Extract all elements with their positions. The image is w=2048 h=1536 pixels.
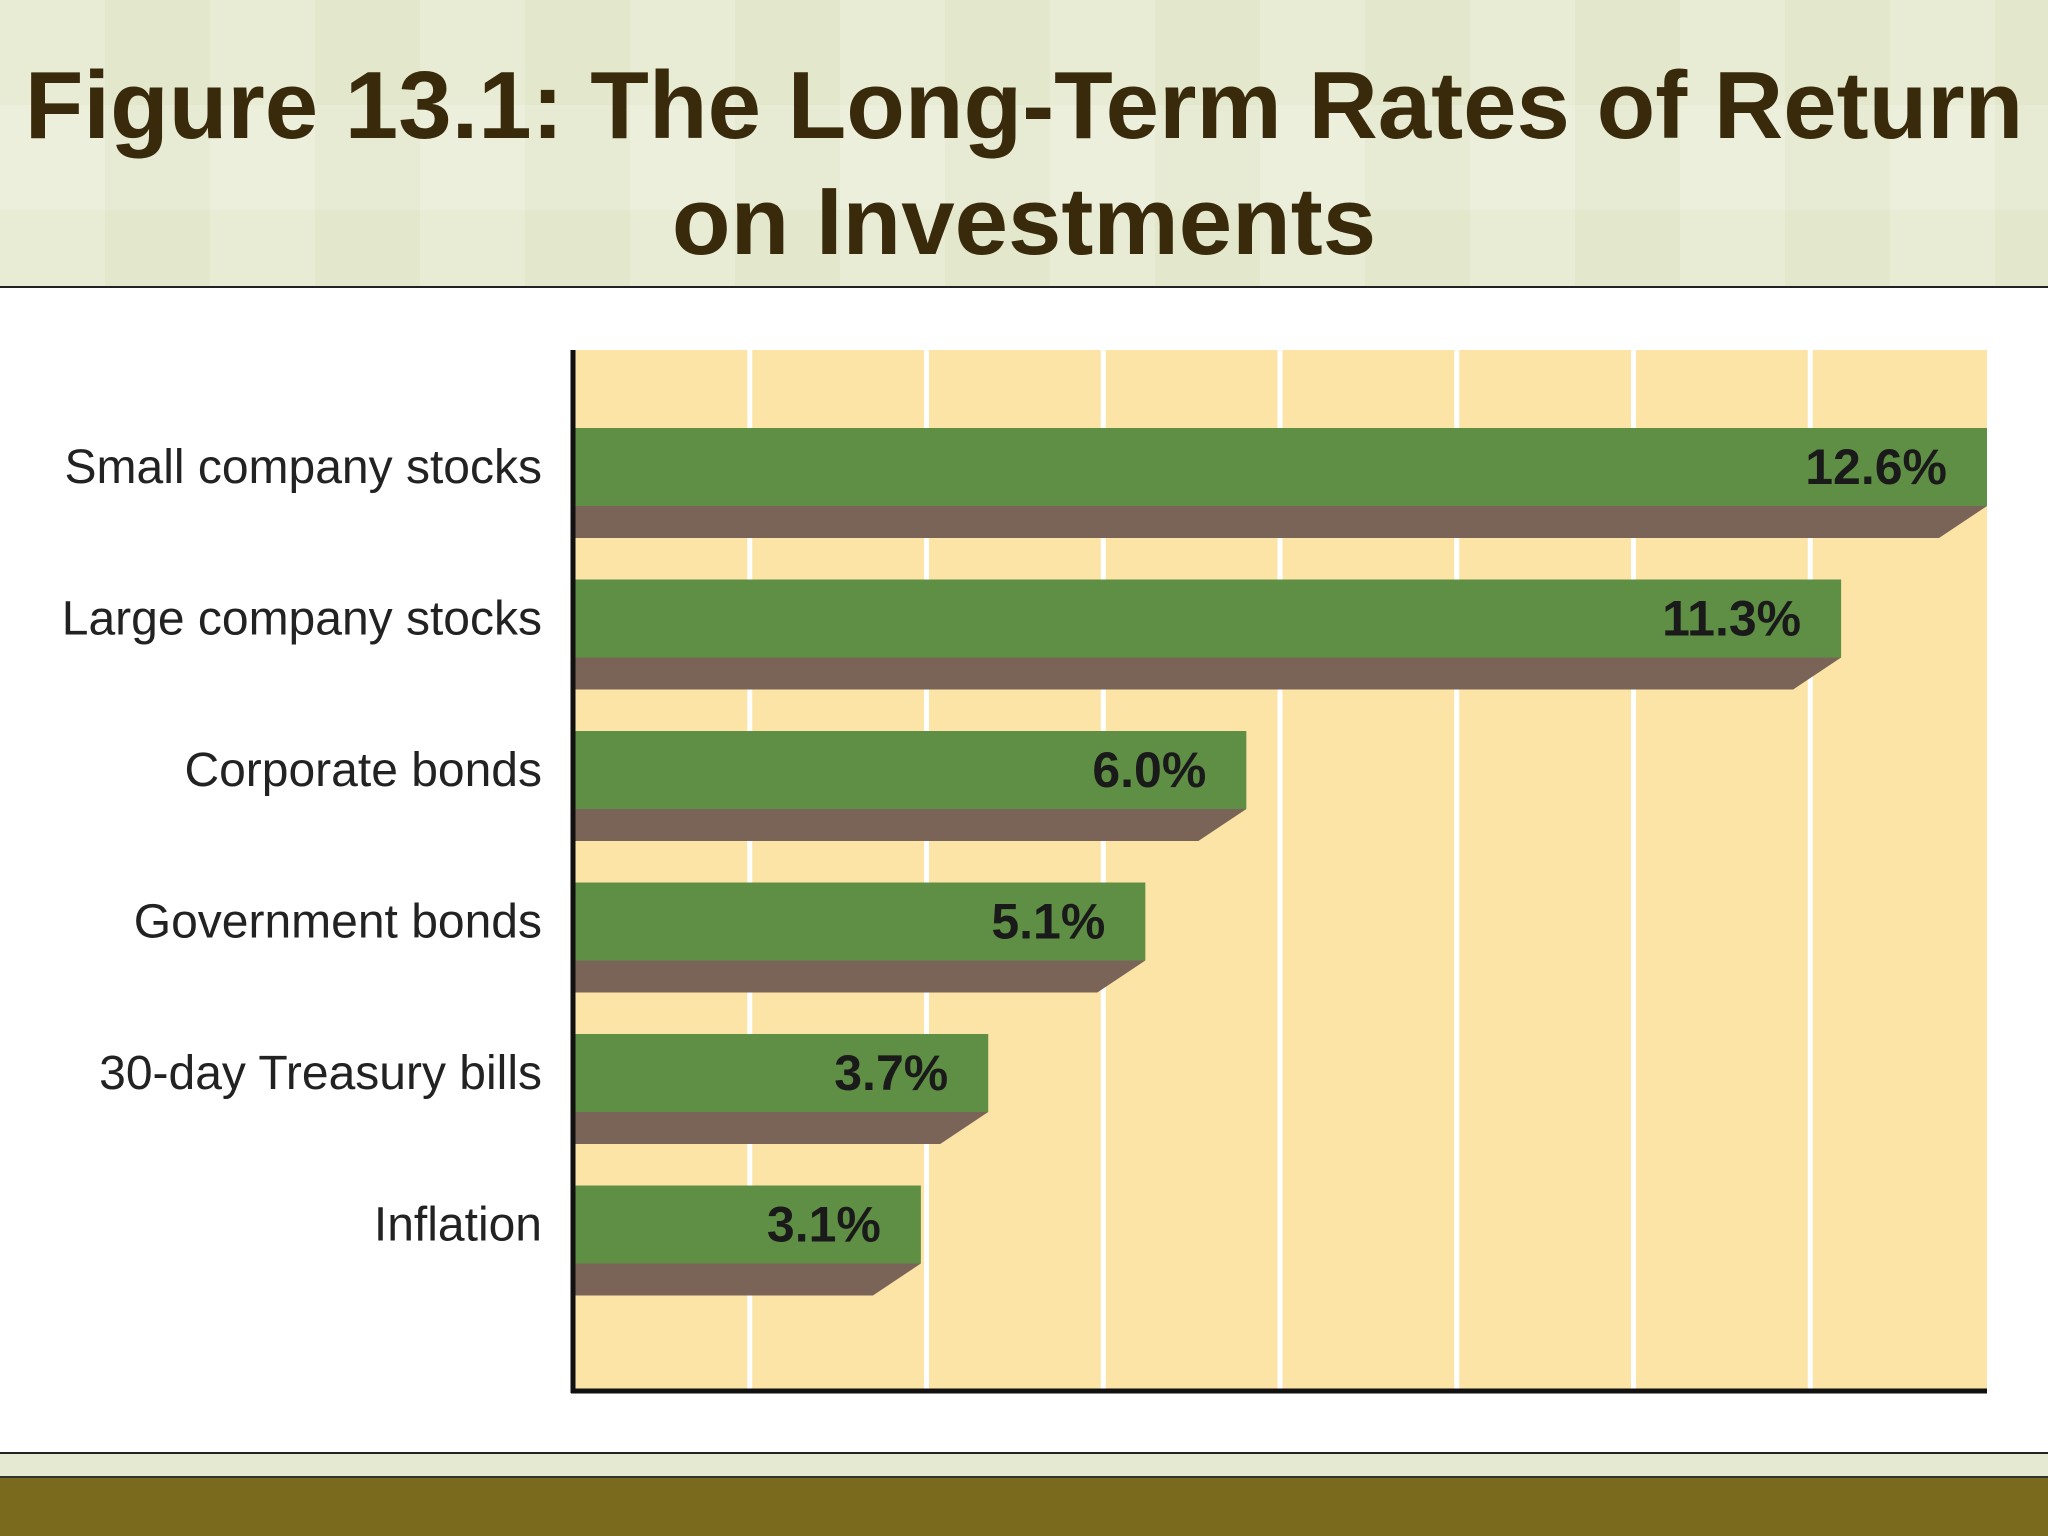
data-label: 12.6% — [1805, 439, 1947, 495]
footer-divider-lower — [0, 1476, 2048, 1478]
bar-chart: 12.6% 11.3% 6.0% 5.1% 3.7% 3.1% Small company… — [62, 350, 1987, 1394]
category-labels: Small company stocks Large company stocks… — [62, 441, 542, 1252]
bar — [573, 1034, 989, 1112]
category-label: 30-day Treasury bills — [99, 1047, 542, 1100]
category-label: Large company stocks — [62, 593, 542, 646]
bars: 12.6% 11.3% 6.0% 5.1% 3.7% 3.1% — [573, 428, 1987, 1296]
footer-bar — [0, 1478, 2048, 1536]
bar-shadow — [573, 657, 1842, 690]
bar-shadow — [573, 809, 1247, 841]
footer-divider — [0, 1452, 2048, 1454]
page-title: Figure 13.1: The Long-Term Rates of Retu… — [24, 52, 2024, 275]
category-label: Inflation — [374, 1199, 542, 1252]
bar — [573, 731, 1247, 809]
slide-header: Figure 13.1: The Long-Term Rates of Retu… — [0, 0, 2048, 286]
data-label: 11.3% — [1662, 591, 1801, 647]
bar — [573, 579, 1842, 658]
title-divider — [0, 286, 2048, 288]
category-label: Corporate bonds — [184, 744, 542, 797]
bar — [573, 1185, 921, 1264]
data-label: 3.1% — [767, 1197, 881, 1253]
category-label: Small company stocks — [65, 441, 543, 494]
bar — [573, 428, 1987, 506]
data-label: 5.1% — [991, 894, 1105, 950]
bar-shadow — [573, 960, 1146, 993]
footer-strip — [0, 1454, 2048, 1476]
bar-shadow — [573, 1263, 921, 1296]
bar — [573, 882, 1146, 961]
category-label: Government bonds — [134, 896, 542, 949]
bar-shadow — [573, 506, 1987, 538]
data-label: 3.7% — [834, 1045, 948, 1101]
data-label: 6.0% — [1092, 742, 1206, 798]
bar-shadow — [573, 1112, 989, 1144]
